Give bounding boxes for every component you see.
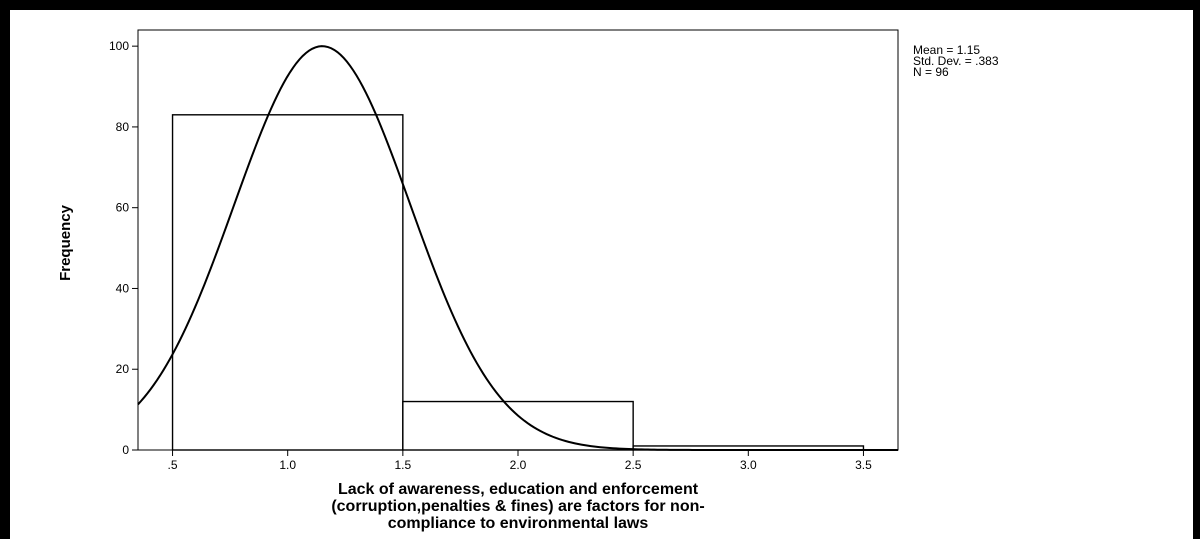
histogram-bar-2 [402,400,634,451]
y-tick-label-5: 80 [116,120,130,134]
x-tick-label-6: 3.0 [740,458,757,472]
x-tick-label-5: 2.5 [625,458,642,472]
y-tick-label-2: 20 [116,362,130,376]
x-tick-label-4: 2.0 [510,458,527,472]
histogram-bars [171,114,865,451]
x-tick-label-3: 1.5 [395,458,412,472]
stats-std-dev: Std. Dev. = .383 [913,54,999,68]
x-axis-title-line-1: Lack of awareness, education and enforce… [338,481,699,498]
x-axis: .5 1.0 1.5 2.0 2.5 3.0 3.5 [168,450,872,472]
normal-curve [137,45,898,451]
y-tick-label-6: 100 [109,39,129,53]
y-tick-label-3: 40 [116,281,130,295]
y-tick-label-4: 60 [116,201,130,215]
normal-curve-line [137,45,898,451]
y-tick-label-1: 0 [122,443,129,457]
y-axis-title: Frequency [57,204,74,281]
x-tick-label-2: 1.0 [279,458,296,472]
stats-mean: Mean = 1.15 [913,43,980,57]
stats-n: N = 96 [913,65,949,79]
x-axis-title-line-2: (corruption,penalties & fines) are facto… [331,498,704,515]
x-tick-label-7: 3.5 [855,458,872,472]
x-tick-label-1: .5 [168,458,178,472]
x-axis-title-line-3: compliance to environmental laws [388,515,649,532]
y-axis: 0 20 40 60 80 100 [109,39,138,457]
histogram-bar-1 [171,114,404,451]
